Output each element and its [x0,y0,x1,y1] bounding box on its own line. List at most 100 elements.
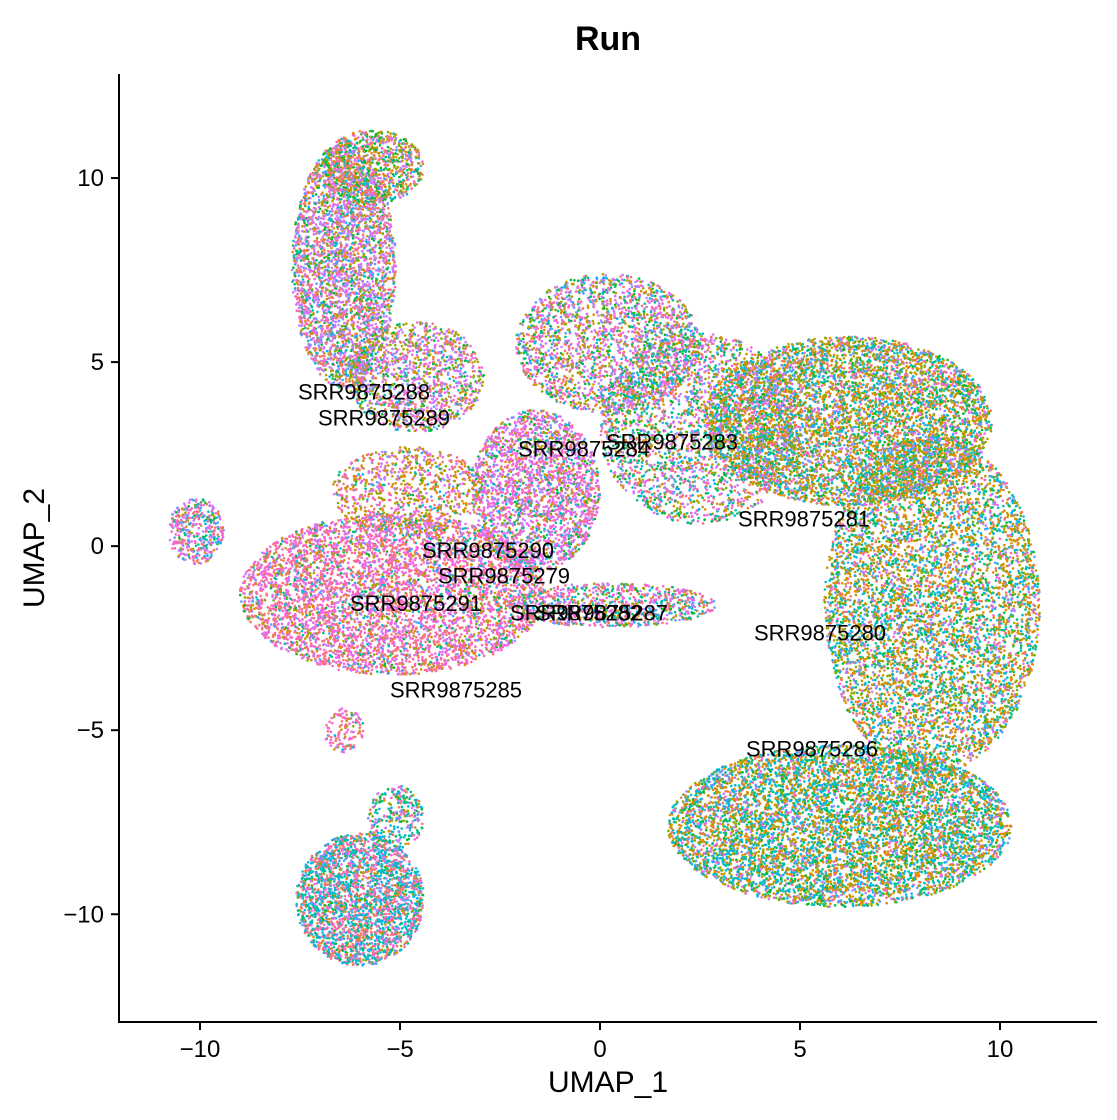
umap-point [326,361,329,364]
umap-point [344,291,347,294]
umap-point [331,225,334,228]
umap-point [346,367,349,370]
umap-point [321,290,324,293]
umap-point [311,247,314,250]
umap-point [388,308,391,311]
umap-point [381,275,384,278]
umap-point [378,309,381,312]
umap-point [366,249,369,252]
umap-point [362,208,365,211]
umap-point [363,315,366,318]
umap-point [301,255,304,258]
umap-point [350,231,353,234]
umap-point [340,346,343,349]
umap-point [297,267,300,270]
umap-point [332,292,335,295]
umap-point [303,260,306,263]
umap-point [375,301,378,304]
umap-point [329,300,332,303]
umap-point [336,198,339,201]
umap-point [346,199,349,202]
umap-point [350,308,353,311]
umap-point [350,201,353,204]
umap-point [313,248,316,251]
umap-point [321,250,324,253]
umap-point [340,210,343,213]
umap-point [295,232,298,235]
umap-point [309,197,312,200]
umap-point [383,322,386,325]
umap-point [315,232,318,235]
umap-point [334,218,337,221]
umap-point [310,262,313,265]
umap-point [323,332,326,335]
umap-point [295,269,298,272]
umap-point [369,217,372,220]
umap-point [368,203,371,206]
umap-point [339,271,342,274]
umap-point [370,226,373,229]
umap-point [318,168,321,171]
umap-point [324,266,327,269]
umap-point [294,274,297,277]
umap-point [321,330,324,333]
umap-point [305,237,308,240]
umap-point [318,199,321,202]
umap-point [382,233,385,236]
umap-point [296,282,299,285]
umap-point [308,343,311,346]
umap-point [297,280,300,283]
umap-point [324,304,327,307]
umap-point [306,263,309,266]
umap-point [362,236,365,239]
umap-point [315,193,318,196]
umap-point [358,212,361,215]
umap-point [349,294,352,297]
umap-point [333,251,336,254]
umap-point [348,331,351,334]
umap-point [346,333,349,336]
umap-point [316,311,319,314]
umap-point [293,255,296,258]
umap-point [338,222,341,225]
umap-point [320,336,323,339]
umap-point [305,322,308,325]
umap-point [356,229,359,232]
umap-point [297,301,300,304]
umap-point [354,169,357,172]
umap-point [323,249,326,252]
umap-point [300,304,303,307]
umap-point [313,212,316,215]
umap-point [392,267,395,270]
umap-point [330,196,333,199]
umap-point [330,214,333,217]
umap-point [388,231,391,234]
umap-point [377,241,380,244]
umap-point [336,267,339,270]
umap-point [341,288,344,291]
umap-point [324,261,327,264]
umap-point [304,188,307,191]
umap-point [314,207,317,210]
umap-point [342,312,345,315]
umap-point [321,301,324,304]
umap-point [362,240,365,243]
umap-point [315,321,318,324]
umap-point [371,358,374,361]
umap-point [366,281,369,284]
umap-point [349,304,352,307]
umap-point [385,251,388,254]
umap-point [349,355,352,358]
umap-point [293,247,296,250]
umap-point [318,232,321,235]
umap-point [360,323,363,326]
umap-point [326,327,329,330]
umap-point [344,359,347,362]
umap-point [345,370,348,373]
umap-point [365,326,368,329]
umap-point [372,183,375,186]
umap-point [326,283,329,286]
umap-point [362,233,365,236]
umap-point [332,205,335,208]
umap-point [388,262,391,265]
